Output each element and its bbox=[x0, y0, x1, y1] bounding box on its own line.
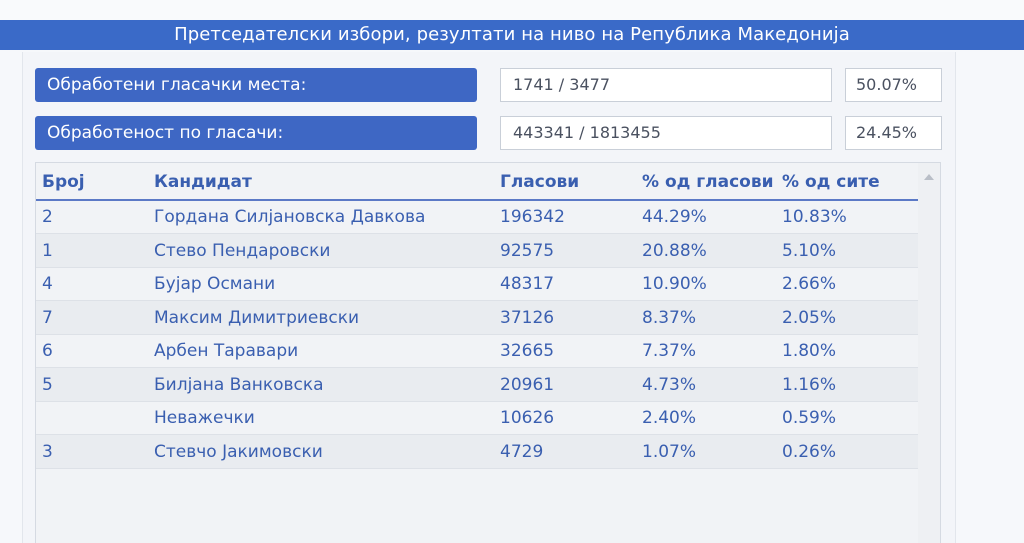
voter-processing-value: 443341 / 1813455 bbox=[500, 116, 832, 150]
cell-percent-all: 5.10% bbox=[782, 240, 837, 261]
cell-votes: 92575 bbox=[500, 240, 555, 261]
cell-votes: 48317 bbox=[500, 274, 555, 294]
table-row[interactable]: 7 Максим Димитриевски 37126 8.37% 2.05% bbox=[36, 300, 918, 335]
header-percent-votes[interactable]: % од гласови bbox=[642, 172, 774, 192]
results-table: Број Кандидат Гласови % од гласови % од … bbox=[35, 162, 941, 543]
table-row[interactable]: 4 Бујар Османи 48317 10.90% 2.66% bbox=[36, 267, 918, 301]
cell-candidate: Гордана Силјановска Давкова bbox=[154, 207, 426, 227]
cell-candidate: Максим Димитриевски bbox=[154, 307, 360, 328]
cell-votes: 20961 bbox=[500, 374, 555, 395]
cell-votes: 4729 bbox=[500, 441, 544, 462]
page-title: Претседателски избори, резултати на ниво… bbox=[0, 20, 1024, 50]
header-candidate[interactable]: Кандидат bbox=[154, 172, 252, 192]
top-strip bbox=[0, 0, 1024, 20]
chevron-up-icon[interactable] bbox=[924, 174, 934, 180]
cell-number: 6 bbox=[42, 341, 53, 361]
table-row[interactable]: Неважечки 10626 2.40% 0.59% bbox=[36, 401, 918, 435]
cell-candidate: Стево Пендаровски bbox=[154, 240, 331, 261]
voter-processing-percent: 24.45% bbox=[845, 116, 942, 150]
cell-number: 7 bbox=[42, 307, 53, 328]
cell-votes: 10626 bbox=[500, 408, 555, 428]
header-percent-all[interactable]: % од сите bbox=[782, 172, 880, 192]
voter-processing-label: Обработеност по гласачи: bbox=[35, 116, 477, 150]
cell-candidate: Арбен Таравари bbox=[154, 341, 299, 361]
cell-candidate: Билјана Ванковска bbox=[154, 374, 324, 395]
table-row[interactable]: 1 Стево Пендаровски 92575 20.88% 5.10% bbox=[36, 233, 918, 268]
cell-percent-votes: 1.07% bbox=[642, 441, 697, 462]
cell-percent-all: 0.26% bbox=[782, 441, 837, 462]
cell-percent-votes: 20.88% bbox=[642, 240, 707, 261]
cell-votes: 32665 bbox=[500, 341, 555, 361]
cell-candidate: Неважечки bbox=[154, 408, 255, 428]
cell-number: 1 bbox=[42, 240, 53, 261]
cell-percent-all: 0.59% bbox=[782, 408, 837, 428]
table-row[interactable]: 2 Гордана Силјановска Давкова 196342 44.29%… bbox=[36, 200, 918, 234]
table-header: Број Кандидат Гласови % од гласови % од … bbox=[36, 163, 918, 201]
cell-number: 4 bbox=[42, 274, 53, 294]
cell-votes: 196342 bbox=[500, 207, 565, 227]
cell-number: 3 bbox=[42, 441, 53, 462]
cell-percent-votes: 7.37% bbox=[642, 341, 697, 361]
table-row[interactable]: 5 Билјана Ванковска 20961 4.73% 1.16% bbox=[36, 367, 918, 402]
cell-percent-all: 1.80% bbox=[782, 341, 837, 361]
vertical-scrollbar[interactable] bbox=[918, 163, 940, 543]
processed-stations-percent: 50.07% bbox=[845, 68, 942, 102]
table-row[interactable]: 6 Арбен Таравари 32665 7.37% 1.80% bbox=[36, 334, 918, 368]
cell-percent-votes: 44.29% bbox=[642, 207, 707, 227]
cell-votes: 37126 bbox=[500, 307, 555, 328]
table-row[interactable]: 3 Стевчо Јакимовски 4729 1.07% 0.26% bbox=[36, 434, 918, 469]
cell-percent-all: 2.66% bbox=[782, 274, 837, 294]
cell-percent-votes: 8.37% bbox=[642, 307, 697, 328]
cell-percent-all: 2.05% bbox=[782, 307, 837, 328]
cell-percent-votes: 2.40% bbox=[642, 408, 697, 428]
cell-percent-all: 1.16% bbox=[782, 374, 837, 395]
cell-number: 5 bbox=[42, 374, 53, 395]
processed-stations-value: 1741 / 3477 bbox=[500, 68, 832, 102]
header-number[interactable]: Број bbox=[42, 172, 85, 192]
cell-percent-votes: 10.90% bbox=[642, 274, 707, 294]
processed-stations-label: Обработени гласачки места: bbox=[35, 68, 477, 102]
cell-number: 2 bbox=[42, 207, 53, 227]
cell-candidate: Бујар Османи bbox=[154, 274, 276, 294]
header-votes[interactable]: Гласови bbox=[500, 172, 580, 192]
cell-percent-votes: 4.73% bbox=[642, 374, 697, 395]
cell-percent-all: 10.83% bbox=[782, 207, 847, 227]
cell-candidate: Стевчо Јакимовски bbox=[154, 441, 323, 462]
